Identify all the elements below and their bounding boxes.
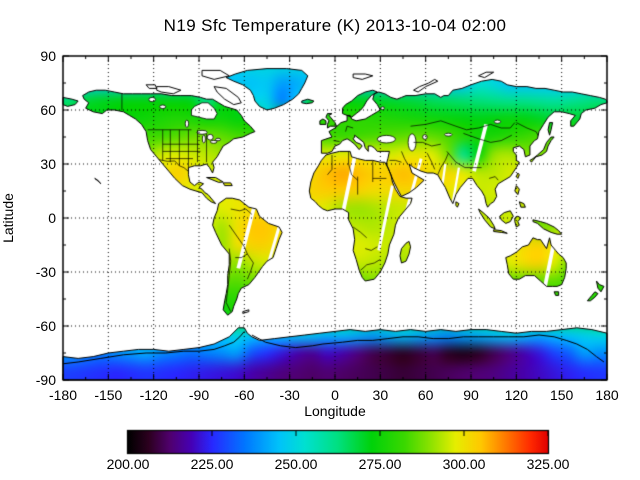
x-tick-label: -60 — [234, 387, 255, 403]
x-tick-label: 90 — [463, 387, 479, 403]
x-tick-label: -150 — [94, 387, 123, 403]
x-tick-label: 150 — [549, 387, 574, 403]
y-tick-label: 90 — [40, 48, 56, 64]
x-tick-label: 30 — [372, 387, 389, 403]
plot-title: N19 Sfc Temperature (K) 2013-10-04 02:00 — [163, 16, 507, 35]
y-tick-label: -90 — [35, 372, 56, 388]
y-tick-label: -60 — [35, 318, 56, 334]
colorbar-tick-label: 275.00 — [358, 456, 402, 472]
x-tick-label: -120 — [139, 387, 168, 403]
colorbar-tick-label: 300.00 — [442, 456, 486, 472]
colorbar-tick-label: 225.00 — [190, 456, 234, 472]
y-tick-label: 60 — [40, 102, 56, 118]
x-tick-label: -30 — [279, 387, 300, 403]
x-tick-label: 120 — [504, 387, 528, 403]
colorbar-canvas — [126, 429, 550, 455]
colorbar-tick-label: 200.00 — [106, 456, 150, 472]
x-tick-label: 180 — [595, 387, 619, 403]
x-tick-label: 60 — [417, 387, 434, 403]
x-tick-label: -180 — [48, 387, 78, 403]
y-tick-label: -30 — [35, 264, 56, 280]
colorbar-tick-label: 325.00 — [526, 456, 570, 472]
y-tick-label: 30 — [40, 156, 56, 172]
colorbar-tick-label: 250.00 — [274, 456, 318, 472]
x-axis-label: Longitude — [304, 403, 366, 419]
x-tick-label: 0 — [331, 387, 339, 403]
y-tick-label: 0 — [48, 210, 56, 226]
x-tick-label: -90 — [188, 387, 210, 403]
